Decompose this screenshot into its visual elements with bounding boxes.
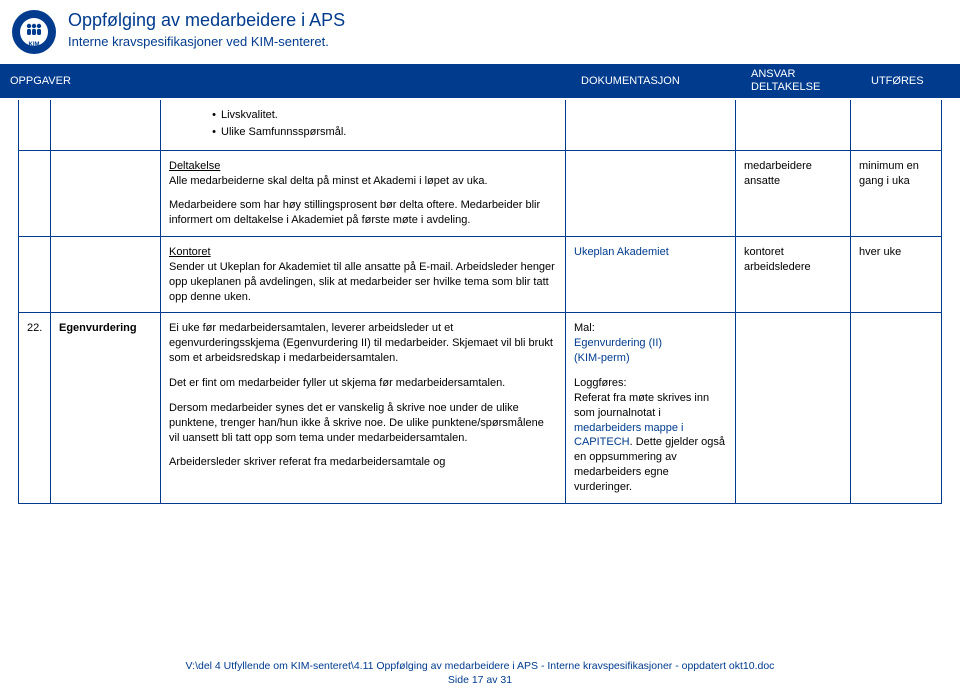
deltakelse-body: Alle medarbeiderne skal delta på minst e… [169,175,488,187]
cell-main: Kontoret Sender ut Ukeplan for Akademiet… [161,237,566,312]
deltakelse-heading: Deltakelse [169,160,220,172]
logo-people-icon [24,22,44,36]
cell-ansvar [736,100,851,150]
table-row: • Livskvalitet. • Ulike Samfunnsspørsmål… [19,100,941,150]
dok-mal-link: Egenvurdering (II) [574,336,727,351]
cell-dok [566,100,736,150]
deltakelse-para2: Medarbeidere som har høy stillingsprosen… [169,198,557,228]
logo-text: KIM [12,42,56,48]
cell-utfores: hver uke [851,237,941,312]
kontoret-heading: Kontoret [169,246,211,258]
cell-utfores [851,313,941,502]
cell-ansvar: kontoret arbeidsledere [736,237,851,312]
cell-main: Ei uke før medarbeidersamtalen, leverer … [161,313,566,502]
column-header-band: OPPGAVER DOKUMENTASJON ANSVAR DELTAKELSE… [0,64,960,98]
egen-p1: Ei uke før medarbeidersamtalen, leverer … [169,321,557,366]
doc-subtitle: Interne kravspesifikasjoner ved KIM-sent… [68,34,345,49]
doc-header: KIM Oppfølging av medarbeidere i APS Int… [12,10,948,54]
cell-ansvar: medarbeidere ansatte [736,151,851,236]
cell-name [51,100,161,150]
dok-mal-link-sub: (KIM-perm) [574,351,727,366]
cell-num [19,151,51,236]
footer-page: Side 17 av 31 [0,673,960,688]
bullet-text: Ulike Samfunnsspørsmål. [221,125,346,140]
main-table: • Livskvalitet. • Ulike Samfunnsspørsmål… [18,100,942,504]
col-header-ansvar-l2: DELTAKELSE [751,81,859,94]
cell-num [19,100,51,150]
bullet-dot-icon: • [207,108,221,123]
table-row: Deltakelse Alle medarbeiderne skal delta… [19,150,941,236]
col-header-ansvar: ANSVAR DELTAKELSE [745,64,865,97]
col-header-dokumentasjon: DOKUMENTASJON [575,71,745,92]
footer-path: V:\del 4 Utfyllende om KIM-senteret\4.11… [0,659,960,674]
dok-logg-pre: Referat fra møte skrives inn som journal… [574,392,709,419]
cell-main: Deltakelse Alle medarbeiderne skal delta… [161,151,566,236]
col-header-oppgaver: OPPGAVER [0,71,110,92]
cell-name [51,237,161,312]
dok-logg-label: Loggføres: [574,376,727,391]
cell-utfores [851,100,941,150]
egen-p2: Det er fint om medarbeider fyller ut skj… [169,376,557,391]
cell-utfores: minimum en gang i uka [851,151,941,236]
bullet-item: • Ulike Samfunnsspørsmål. [207,125,557,140]
title-block: Oppfølging av medarbeidere i APS Interne… [68,10,345,49]
page-footer: V:\del 4 Utfyllende om KIM-senteret\4.11… [0,659,960,688]
cell-main: • Livskvalitet. • Ulike Samfunnsspørsmål… [161,100,566,150]
egen-p3: Dersom medarbeider synes det er vanskeli… [169,401,557,446]
bullet-dot-icon: • [207,125,221,140]
cell-num [19,237,51,312]
bullet-text: Livskvalitet. [221,108,278,123]
cell-name: Egenvurdering [51,313,161,502]
doc-title: Oppfølging av medarbeidere i APS [68,10,345,32]
logo: KIM [12,10,56,54]
cell-dok: Mal: Egenvurdering (II) (KIM-perm) Loggf… [566,313,736,502]
cell-dok: Ukeplan Akademiet [566,237,736,312]
cell-num: 22. [19,313,51,502]
egen-p4: Arbeidersleder skriver referat fra medar… [169,455,557,470]
dok-logg-text: Referat fra møte skrives inn som journal… [574,391,727,495]
bullet-item: • Livskvalitet. [207,108,557,123]
kontoret-body: Sender ut Ukeplan for Akademiet til alle… [169,261,555,303]
col-header-ansvar-l1: ANSVAR [751,68,859,81]
cell-name [51,151,161,236]
cell-ansvar [736,313,851,502]
dok-mal-label: Mal: [574,321,727,336]
cell-dok [566,151,736,236]
table-row: Kontoret Sender ut Ukeplan for Akademiet… [19,236,941,312]
table-row: 22. Egenvurdering Ei uke før medarbeider… [19,312,941,502]
col-header-utfores: UTFØRES [865,71,960,92]
